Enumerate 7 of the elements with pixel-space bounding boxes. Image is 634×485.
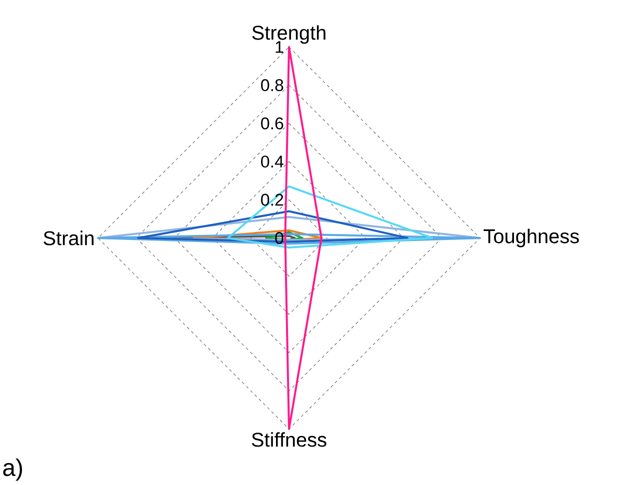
text: a): [3, 458, 22, 481]
spoke-label: Stiffness: [252, 432, 326, 447]
y-tick-label: 0.6: [261, 117, 284, 130]
y-tick-label: 0.8: [261, 79, 284, 92]
y-tick-label: 0.4: [261, 156, 284, 168]
spoke-label: Strain: [44, 230, 94, 246]
spoke-label: Toughness: [484, 228, 579, 248]
